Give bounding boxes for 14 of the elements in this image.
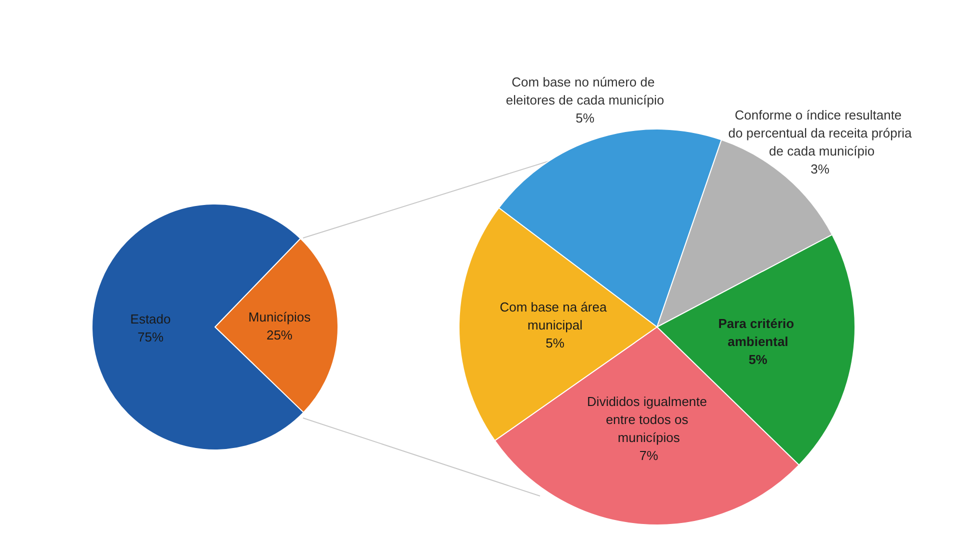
data-label: 5% <box>748 352 768 368</box>
data-label: 5% <box>546 336 565 351</box>
slice-label: Municípios <box>248 309 312 324</box>
data-label: 5% <box>576 110 595 126</box>
data-label: 25% <box>266 327 293 342</box>
slice-label: Estado <box>130 312 171 327</box>
slice-label: Com base no número de eleitores de cada município <box>506 74 664 108</box>
slice-label: Com base na área municipal <box>500 300 610 333</box>
slice-label: Para critério ambiental <box>718 316 798 350</box>
data-label: 75% <box>137 330 164 345</box>
slice-label: Divididos igualmente entre todos os municípios <box>587 394 711 446</box>
data-label: 7% <box>639 448 659 464</box>
data-label: 3% <box>810 162 830 176</box>
slice-label: Conforme o índice resultante do percentual da receita própria de cada município <box>728 108 913 158</box>
